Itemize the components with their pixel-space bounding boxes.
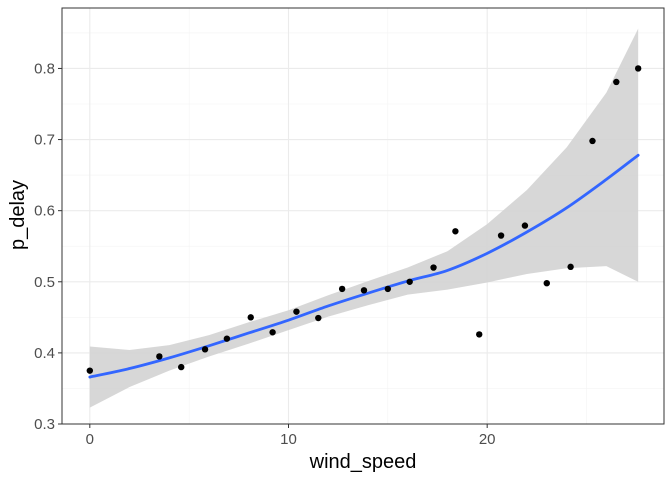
confidence-band-layer bbox=[89, 28, 639, 408]
panel-border bbox=[61, 7, 665, 425]
x-tick-label: 0 bbox=[86, 431, 94, 448]
data-point bbox=[476, 331, 483, 338]
data-point bbox=[613, 78, 620, 86]
data-point bbox=[384, 285, 392, 293]
data-point bbox=[543, 280, 550, 287]
points-layer bbox=[86, 65, 642, 374]
data-point bbox=[86, 367, 94, 374]
data-point bbox=[360, 287, 368, 294]
y-tick-label: 0.5 bbox=[34, 274, 55, 291]
data-point bbox=[178, 363, 185, 371]
data-point bbox=[156, 353, 163, 360]
data-point bbox=[223, 335, 231, 342]
x-axis-ticks: 0 10 20 bbox=[86, 424, 496, 448]
data-point bbox=[315, 314, 322, 322]
y-tick-label: 0.3 bbox=[34, 416, 55, 433]
data-point bbox=[247, 314, 254, 321]
confidence-band bbox=[89, 28, 639, 408]
x-tick-label: 10 bbox=[280, 431, 297, 448]
y-tick-label: 0.8 bbox=[34, 60, 55, 77]
y-tick-label: 0.7 bbox=[34, 132, 55, 149]
data-point bbox=[269, 329, 276, 336]
data-point bbox=[634, 65, 642, 72]
y-tick-label: 0.4 bbox=[34, 345, 55, 362]
data-point bbox=[452, 228, 459, 235]
y-axis-ticks: 0.3 0.4 0.5 0.6 0.7 0.8 bbox=[34, 60, 62, 433]
data-point bbox=[589, 137, 596, 145]
data-point bbox=[567, 263, 574, 271]
data-point bbox=[497, 232, 505, 239]
major-gridlines bbox=[62, 8, 664, 425]
smooth-line bbox=[88, 153, 640, 379]
x-tick-label: 20 bbox=[479, 431, 496, 448]
y-axis-title: p_delay bbox=[7, 180, 29, 250]
data-point bbox=[430, 264, 437, 271]
data-point bbox=[521, 222, 529, 229]
smooth-line-layer bbox=[88, 153, 640, 379]
y-tick-label: 0.6 bbox=[34, 203, 55, 220]
data-point bbox=[406, 278, 413, 285]
x-axis-title: wind_speed bbox=[309, 451, 417, 473]
data-point bbox=[293, 308, 300, 315]
data-point bbox=[201, 346, 209, 353]
data-point bbox=[338, 285, 346, 293]
